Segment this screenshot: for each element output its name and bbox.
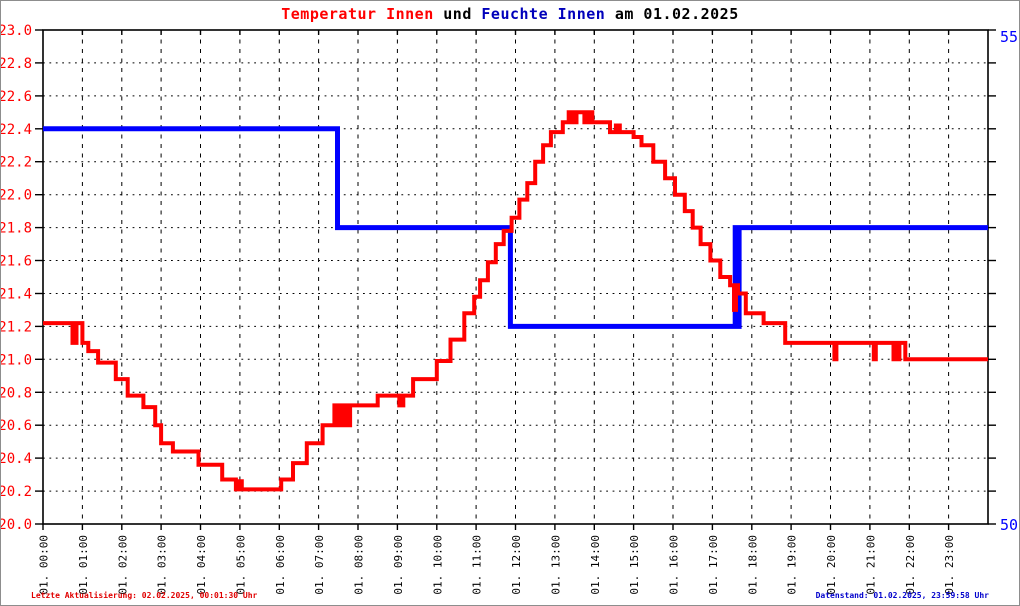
x-axis-tick-label: 01. 20:00 — [825, 535, 838, 595]
x-axis-tick-label: 01. 07:00 — [313, 535, 326, 595]
x-axis-tick-label: 01. 12:00 — [510, 535, 523, 595]
x-axis-tick-label: 01. 00:00 — [38, 535, 51, 595]
x-axis-tick-label: 01. 02:00 — [116, 535, 129, 595]
x-axis-tick-label: 01. 19:00 — [786, 535, 799, 595]
left-axis-tick-label: 21.4 — [1, 287, 32, 303]
x-axis-tick-label: 01. 04:00 — [195, 535, 208, 595]
left-axis-tick-label: 21.2 — [1, 319, 32, 335]
left-axis-tick-label: 21.6 — [1, 254, 32, 270]
x-axis-tick-label: 01. 10:00 — [431, 535, 444, 595]
title-date: am 01.02.2025 — [605, 5, 739, 23]
data-timestamp-text: Datenstand: 01.02.2025, 23:59:58 Uhr — [815, 591, 989, 600]
x-axis-tick-label: 01. 06:00 — [274, 535, 287, 595]
left-axis-tick-label: 21.8 — [1, 221, 32, 237]
left-axis-tick-label: 21.0 — [1, 352, 32, 368]
x-axis-tick-label: 01. 22:00 — [904, 535, 917, 595]
left-axis-tick-label: 22.8 — [1, 56, 32, 72]
last-update-text: Letzte Aktualisierung: 02.02.2025, 00:01… — [31, 591, 258, 600]
left-axis-tick-label: 22.0 — [1, 188, 32, 204]
x-axis-tick-label: 01. 03:00 — [156, 535, 169, 595]
left-axis-tick-label: 22.2 — [1, 155, 32, 171]
title-connector: und — [433, 5, 482, 23]
right-axis-tick-label: 50 — [1000, 516, 1018, 534]
left-axis-tick-label: 20.2 — [1, 484, 32, 500]
x-axis-tick-label: 01. 15:00 — [628, 535, 641, 595]
x-axis-tick-label: 01. 23:00 — [943, 535, 956, 595]
x-axis-tick-label: 01. 14:00 — [589, 535, 602, 595]
left-axis-tick-label: 20.0 — [1, 517, 32, 533]
left-axis-tick-label: 20.8 — [1, 385, 32, 401]
x-axis-tick-label: 01. 17:00 — [707, 535, 720, 595]
x-axis-tick-label: 01. 01:00 — [77, 535, 90, 595]
left-axis-tick-label: 22.6 — [1, 89, 32, 105]
left-axis-tick-label: 20.6 — [1, 418, 32, 434]
x-axis-tick-label: 01. 05:00 — [234, 535, 247, 595]
left-axis-tick-label: 22.4 — [1, 122, 32, 138]
title-temperature-label: Temperatur Innen — [281, 5, 434, 23]
x-axis-tick-label: 01. 08:00 — [353, 535, 366, 595]
x-axis-tick-label: 01. 09:00 — [392, 535, 405, 595]
x-axis-tick-label: 01. 11:00 — [471, 535, 484, 595]
x-axis-tick-label: 01. 21:00 — [864, 535, 877, 595]
humidity-series-line — [43, 126, 988, 329]
right-axis-tick-label: 55 — [1000, 28, 1018, 46]
x-axis-tick-label: 01. 18:00 — [746, 535, 759, 595]
temperature-series-line — [43, 110, 988, 492]
title-humidity-label: Feuchte Innen — [481, 5, 606, 23]
left-axis-tick-label: 20.4 — [1, 451, 32, 467]
left-axis-tick-label: 23.0 — [1, 23, 32, 39]
x-axis-tick-label: 01. 16:00 — [668, 535, 681, 595]
x-axis-tick-label: 01. 13:00 — [549, 535, 562, 595]
chart-title: Temperatur Innen und Feuchte Innen am 01… — [1, 5, 1019, 23]
